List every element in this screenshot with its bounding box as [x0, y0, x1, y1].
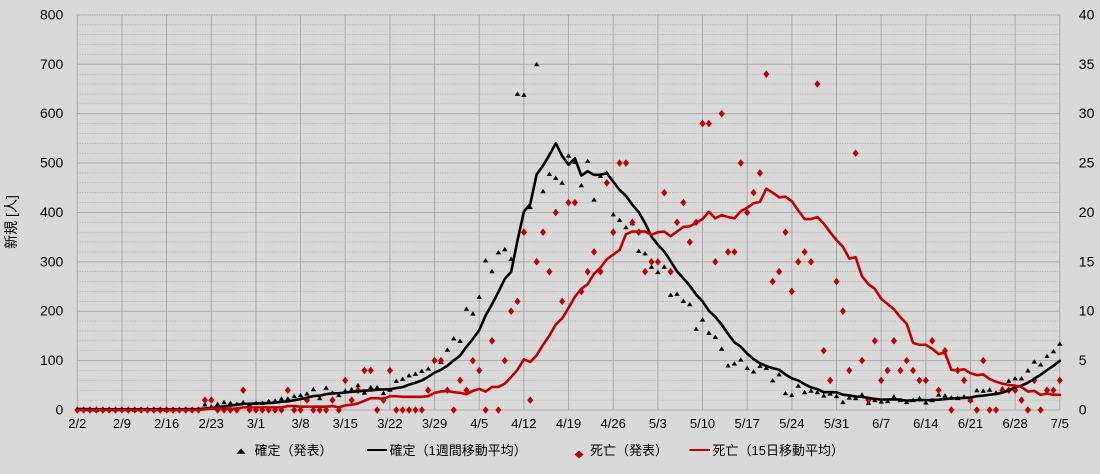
svg-text:5/10: 5/10 [690, 416, 715, 431]
svg-text:25: 25 [1079, 155, 1095, 171]
svg-text:4/26: 4/26 [601, 416, 626, 431]
svg-text:6/14: 6/14 [913, 416, 938, 431]
svg-text:400: 400 [40, 204, 64, 220]
svg-text:4/19: 4/19 [556, 416, 581, 431]
svg-text:6/28: 6/28 [1002, 416, 1027, 431]
svg-text:5/3: 5/3 [649, 416, 667, 431]
svg-text:600: 600 [40, 105, 64, 121]
svg-text:7/5: 7/5 [1051, 416, 1069, 431]
svg-text:10: 10 [1079, 303, 1095, 319]
svg-text:30: 30 [1079, 105, 1095, 121]
svg-text:200: 200 [40, 303, 64, 319]
svg-text:3/1: 3/1 [247, 416, 265, 431]
svg-text:0: 0 [56, 402, 64, 418]
svg-text:3/15: 3/15 [333, 416, 358, 431]
svg-text:300: 300 [40, 253, 64, 269]
svg-text:確定（発表）: 確定（発表） [255, 443, 333, 458]
svg-text:3/8: 3/8 [292, 416, 310, 431]
svg-text:6/7: 6/7 [872, 416, 890, 431]
svg-text:3/22: 3/22 [377, 416, 402, 431]
svg-text:100: 100 [40, 352, 64, 368]
svg-text:5/17: 5/17 [735, 416, 760, 431]
svg-text:確定（1週間移動平均）: 確定（1週間移動平均） [390, 443, 527, 458]
svg-text:2/9: 2/9 [113, 416, 131, 431]
svg-text:死亡（発表）: 死亡（発表） [590, 443, 668, 458]
svg-text:3/29: 3/29 [422, 416, 447, 431]
svg-text:2/2: 2/2 [68, 416, 86, 431]
svg-text:800: 800 [40, 6, 64, 22]
svg-text:35: 35 [1079, 56, 1095, 72]
svg-text:2/23: 2/23 [199, 416, 224, 431]
svg-text:6/21: 6/21 [958, 416, 983, 431]
svg-text:5: 5 [1079, 352, 1087, 368]
svg-text:20: 20 [1079, 204, 1095, 220]
svg-text:死亡（15日移動平均）: 死亡（15日移動平均） [713, 443, 844, 458]
svg-text:4/12: 4/12 [511, 416, 536, 431]
svg-text:700: 700 [40, 56, 64, 72]
svg-text:15: 15 [1079, 253, 1095, 269]
svg-text:5/24: 5/24 [779, 416, 804, 431]
svg-text:5/31: 5/31 [824, 416, 849, 431]
svg-text:500: 500 [40, 155, 64, 171]
svg-text:2/16: 2/16 [154, 416, 179, 431]
svg-text:新規 [人]: 新規 [人] [3, 195, 19, 249]
svg-text:0: 0 [1079, 402, 1087, 418]
svg-text:4/5: 4/5 [470, 416, 488, 431]
svg-text:40: 40 [1079, 6, 1095, 22]
